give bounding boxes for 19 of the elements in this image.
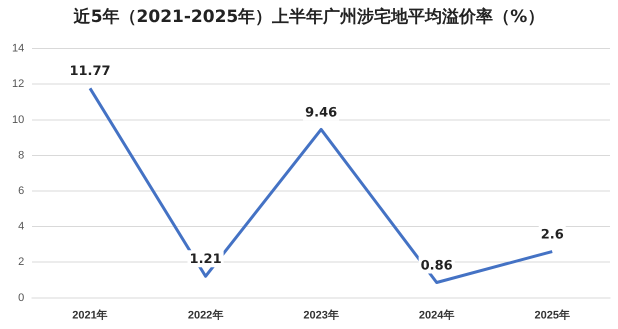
x-tick-label: 2021年 <box>72 308 108 322</box>
x-tick-label: 2024年 <box>418 308 454 322</box>
y-tick-label: 12 <box>12 78 24 90</box>
chart-title: 近5年（2021-2025年）上半年广州涉宅地平均溢价率（%） <box>72 6 546 29</box>
x-tick-label: 2025年 <box>534 308 570 322</box>
y-tick-label: 14 <box>12 42 24 55</box>
data-label: 0.86 <box>420 258 453 274</box>
x-tick-label: 2022年 <box>188 308 224 322</box>
data-label: 9.46 <box>305 105 338 120</box>
data-label: 11.77 <box>69 64 111 80</box>
x-tick-label: 2023年 <box>303 308 339 322</box>
y-tick-label: 0 <box>18 292 24 304</box>
y-tick-label: 6 <box>18 185 24 198</box>
y-tick-label: 10 <box>12 114 24 126</box>
data-label: 2.6 <box>540 227 564 242</box>
y-tick-label: 8 <box>18 149 24 162</box>
y-tick-label: 4 <box>18 220 24 233</box>
data-label: 1.21 <box>190 252 222 268</box>
y-tick-label: 2 <box>18 256 24 268</box>
